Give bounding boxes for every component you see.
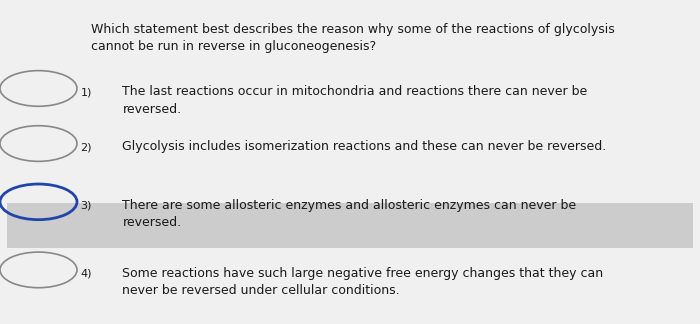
FancyBboxPatch shape — [7, 202, 693, 248]
Text: Glycolysis includes isomerization reactions and these can never be reversed.: Glycolysis includes isomerization reacti… — [122, 140, 607, 153]
Text: 2): 2) — [80, 143, 92, 153]
Text: The last reactions occur in mitochondria and reactions there can never be
revers: The last reactions occur in mitochondria… — [122, 85, 588, 116]
Text: There are some allosteric enzymes and allosteric enzymes can never be
reversed.: There are some allosteric enzymes and al… — [122, 199, 577, 229]
Text: Some reactions have such large negative free energy changes that they can
never : Some reactions have such large negative … — [122, 267, 603, 297]
Text: 4): 4) — [80, 269, 92, 279]
Text: 3): 3) — [80, 201, 92, 211]
Text: 1): 1) — [80, 87, 92, 98]
Text: Which statement best describes the reason why some of the reactions of glycolysi: Which statement best describes the reaso… — [91, 23, 615, 53]
